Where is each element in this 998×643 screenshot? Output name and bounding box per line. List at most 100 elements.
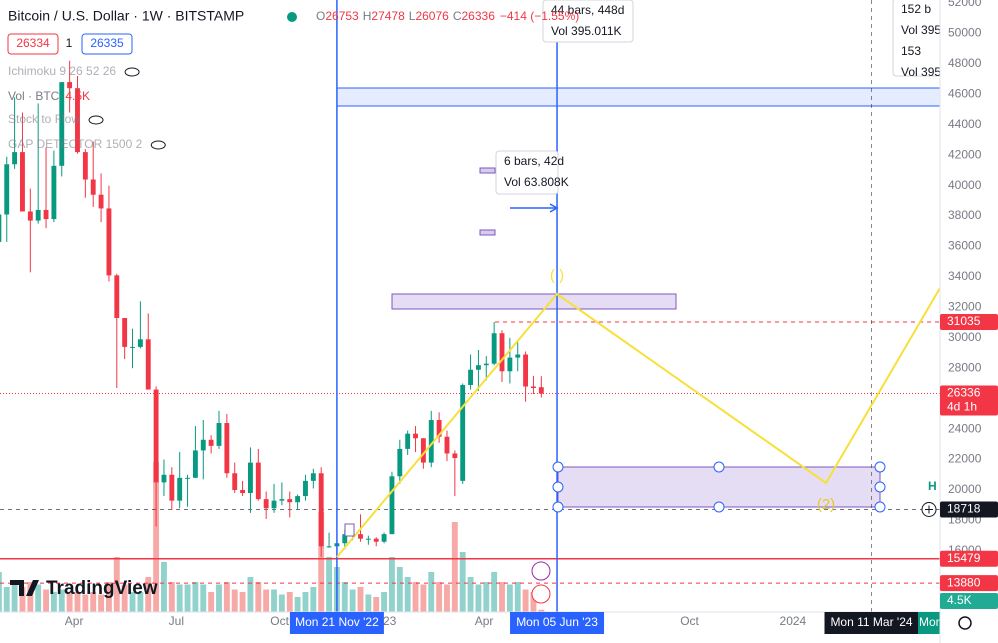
volume-bar bbox=[310, 587, 317, 612]
event-icon[interactable] bbox=[531, 561, 551, 581]
candle-body bbox=[295, 496, 301, 503]
y-tick-label: 24000 bbox=[948, 421, 982, 435]
arrow-head bbox=[549, 203, 559, 213]
volume-bar bbox=[82, 594, 89, 612]
indicator: Stock to Flow bbox=[8, 112, 80, 126]
volume-bar bbox=[349, 589, 356, 612]
ohlc-key: L bbox=[409, 9, 416, 23]
volume-bar bbox=[137, 592, 144, 612]
volume-bar bbox=[98, 594, 105, 612]
volume-bar bbox=[467, 577, 474, 612]
volume-bar bbox=[326, 557, 332, 612]
date-badge-label: Mon bbox=[919, 615, 942, 629]
event-icon[interactable] bbox=[531, 584, 551, 604]
price-badge-label: 31035 bbox=[947, 314, 981, 328]
volume-bar bbox=[318, 512, 325, 612]
volume-bar bbox=[184, 584, 191, 612]
candle-body bbox=[483, 363, 489, 366]
volume-bar bbox=[19, 587, 26, 612]
candle-body bbox=[515, 354, 521, 358]
candle-body bbox=[75, 88, 80, 153]
candle-body bbox=[106, 208, 112, 276]
candle-body bbox=[303, 480, 308, 497]
candle-body bbox=[0, 214, 2, 242]
settings[interactable] bbox=[958, 616, 972, 630]
volume-bar bbox=[90, 592, 97, 612]
visibility-icon[interactable] bbox=[88, 115, 104, 125]
handle[interactable] bbox=[552, 481, 564, 493]
y-tick-label: 42000 bbox=[948, 147, 982, 161]
ohlc-key: H bbox=[363, 9, 372, 23]
candle-body bbox=[452, 453, 458, 459]
candle-body bbox=[35, 209, 41, 221]
candle-body bbox=[90, 179, 96, 195]
handle[interactable] bbox=[874, 501, 886, 513]
volume-bar bbox=[168, 582, 175, 612]
candle-body bbox=[161, 474, 167, 483]
price-badge-label: 4d 1h bbox=[947, 400, 977, 414]
y-tick-label: 36000 bbox=[948, 239, 982, 253]
volume-bar bbox=[389, 557, 395, 612]
logo-mark bbox=[10, 580, 39, 596]
volume-bar bbox=[499, 582, 505, 612]
y-tick-label: 34000 bbox=[948, 269, 982, 283]
zone-blue bbox=[336, 87, 940, 107]
price-badge-label: 18718 bbox=[947, 502, 981, 516]
handle[interactable] bbox=[874, 461, 886, 473]
volume-bar bbox=[444, 584, 450, 612]
candle-body bbox=[523, 354, 529, 387]
candle-body bbox=[122, 318, 128, 347]
volume-bar bbox=[396, 567, 403, 612]
zone-small bbox=[479, 229, 496, 236]
spread: 1 bbox=[66, 36, 73, 50]
handle[interactable] bbox=[713, 461, 725, 473]
plot-area: ( ) (2) H 6 bars, 42d Vol 63.808K 44 bars, 44… bbox=[0, 0, 940, 612]
candle-body bbox=[12, 152, 18, 165]
x-tick-label: 2024 bbox=[780, 614, 807, 628]
volume-bar bbox=[436, 582, 443, 612]
candle-body bbox=[318, 473, 324, 547]
volume-bar bbox=[341, 582, 348, 612]
ohlc-value: 26076 bbox=[415, 9, 449, 23]
visibility-icon[interactable] bbox=[150, 140, 166, 150]
volume-bar bbox=[420, 584, 427, 612]
candle-body bbox=[381, 534, 387, 542]
quote-box[interactable] bbox=[7, 33, 59, 55]
candle-body bbox=[491, 333, 497, 364]
date-badge bbox=[824, 612, 919, 634]
y-tick-label: 44000 bbox=[948, 117, 982, 131]
y-tick-label: 40000 bbox=[948, 178, 982, 192]
candle-body bbox=[185, 477, 190, 479]
handle[interactable] bbox=[552, 501, 564, 513]
volume-bar bbox=[530, 592, 537, 612]
handle[interactable] bbox=[874, 481, 886, 493]
volume-bar bbox=[27, 582, 34, 612]
volume-bar bbox=[192, 582, 199, 612]
candle-body bbox=[342, 534, 348, 544]
volume-bar bbox=[3, 587, 10, 612]
candle-body bbox=[365, 538, 371, 540]
visibility-icon[interactable] bbox=[124, 67, 140, 77]
volume-bar bbox=[475, 584, 482, 612]
ohlc-value: 26753 bbox=[325, 9, 359, 23]
volume-bar bbox=[286, 592, 293, 612]
volume-bar bbox=[223, 582, 230, 612]
wave-line bbox=[336, 287, 940, 558]
handle[interactable] bbox=[713, 501, 725, 513]
candle-body bbox=[310, 473, 316, 481]
quote-box[interactable] bbox=[81, 33, 133, 55]
handle-box bbox=[344, 523, 355, 537]
y-tick-label: 32000 bbox=[948, 300, 982, 314]
candle-body bbox=[200, 439, 206, 451]
candle-body bbox=[263, 499, 269, 509]
candle-body bbox=[4, 164, 10, 215]
y-tick-label: 52000 bbox=[948, 0, 982, 9]
volume-bar bbox=[200, 584, 207, 612]
candle-body bbox=[27, 211, 33, 221]
handle[interactable] bbox=[552, 461, 564, 473]
indicator-name: Vol · BTC bbox=[8, 89, 60, 103]
volume-bar bbox=[50, 592, 57, 612]
volume-bar bbox=[216, 584, 222, 612]
candle-body bbox=[192, 450, 198, 478]
